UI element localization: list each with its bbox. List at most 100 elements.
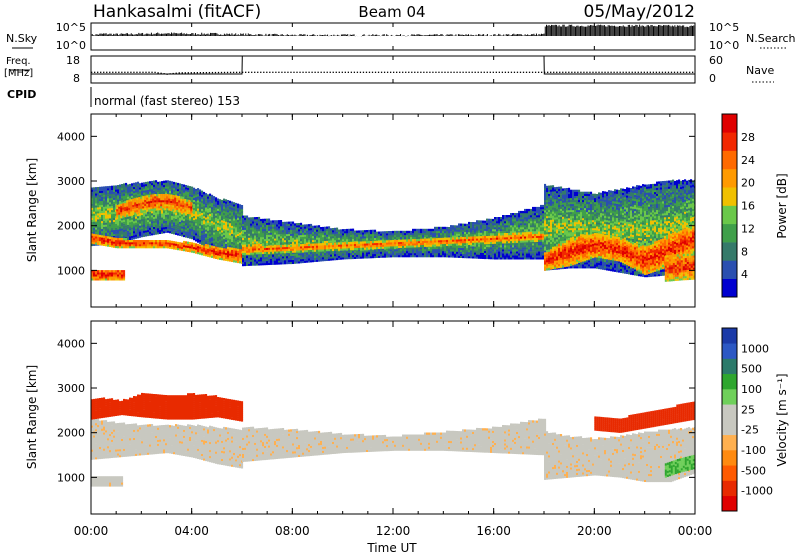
power-cell <box>130 209 133 212</box>
power-cell <box>93 239 96 243</box>
power-cell <box>137 181 140 185</box>
power-cell <box>370 252 373 255</box>
freq-mark <box>586 71 588 73</box>
power-cell <box>156 194 159 197</box>
freq-mark <box>601 71 603 73</box>
power-cell <box>107 214 110 217</box>
power-cell <box>127 240 130 243</box>
power-cell <box>151 223 154 226</box>
power-cell <box>125 240 128 243</box>
power-cell <box>215 205 218 208</box>
power-cell <box>350 256 353 260</box>
power-cell <box>109 236 112 240</box>
power-cell <box>364 256 367 259</box>
power-cell <box>153 212 156 216</box>
power-cell <box>298 229 301 232</box>
power-cell <box>171 191 174 194</box>
power-cell <box>272 254 275 257</box>
power-cell <box>282 229 285 233</box>
power-cell <box>162 202 165 205</box>
power-cell <box>99 216 102 220</box>
power-cell <box>290 223 293 226</box>
power-cell <box>248 229 251 232</box>
power-cell <box>223 206 226 210</box>
power-cell <box>306 238 309 241</box>
power-cell <box>203 205 206 209</box>
power-cell <box>142 198 145 201</box>
power-cell <box>91 225 94 229</box>
power-cell <box>103 241 106 245</box>
power-cell <box>258 225 261 228</box>
power-cell <box>231 255 234 259</box>
power-cell <box>191 230 194 234</box>
power-cell <box>346 257 349 260</box>
power-cell <box>250 219 253 222</box>
power-cell <box>136 205 139 208</box>
power-cell <box>133 194 136 198</box>
power-cell <box>207 224 210 227</box>
power-cell <box>177 223 180 226</box>
power-cell <box>171 183 174 186</box>
power-cell <box>149 231 152 234</box>
power-cell <box>286 257 289 261</box>
power-cell <box>173 185 176 189</box>
power-cell <box>302 260 305 264</box>
power-cell <box>141 188 144 192</box>
power-cell <box>153 244 156 247</box>
power-cell <box>164 198 167 201</box>
power-cell <box>159 246 162 249</box>
power-cell <box>227 240 230 243</box>
power-cell <box>125 244 128 247</box>
power-cell <box>280 262 283 265</box>
power-cell <box>159 209 162 212</box>
power-cell <box>193 195 196 199</box>
power-cell <box>147 242 150 245</box>
power-cell <box>352 230 355 233</box>
power-cell <box>126 210 129 213</box>
power-cell <box>129 218 132 221</box>
power-cell <box>190 204 193 207</box>
freq-mark <box>498 71 500 73</box>
power-cell <box>165 182 168 185</box>
power-cell <box>354 252 357 256</box>
power-cell <box>118 210 121 213</box>
power-cell <box>159 227 162 231</box>
power-cell <box>129 197 132 201</box>
power-cell <box>197 236 200 239</box>
power-cell <box>186 203 189 206</box>
power-cell <box>378 253 381 256</box>
power-cell <box>394 236 397 240</box>
power-cell <box>99 221 102 224</box>
power-cell <box>199 237 202 240</box>
power-cell <box>209 255 212 258</box>
power-cell <box>205 239 208 242</box>
power-cell <box>237 229 240 233</box>
power-cell <box>191 224 194 228</box>
power-cell <box>278 228 281 231</box>
power-cell <box>203 222 206 225</box>
power-cell <box>151 225 154 228</box>
power-cell <box>264 252 267 256</box>
power-cell <box>308 252 311 255</box>
power-cell <box>328 226 331 229</box>
power-cell <box>111 209 114 213</box>
freq-label-line1: Freq. <box>6 56 31 67</box>
power-cell <box>126 212 129 215</box>
power-cell <box>138 207 141 210</box>
power-cell <box>326 232 329 235</box>
power-cell <box>213 228 216 231</box>
power-cell <box>336 249 339 253</box>
power-cell <box>260 255 263 258</box>
power-cell <box>133 229 136 232</box>
power-cell <box>213 214 216 217</box>
power-cell <box>159 229 162 233</box>
power-cell <box>195 205 198 208</box>
power-cell <box>149 246 152 249</box>
power-cell <box>111 237 114 240</box>
power-cell <box>183 242 186 246</box>
power-cell <box>186 211 189 214</box>
power-cell <box>191 242 194 245</box>
power-cell <box>215 213 218 216</box>
power-cell <box>268 232 271 235</box>
power-cell <box>136 197 139 200</box>
